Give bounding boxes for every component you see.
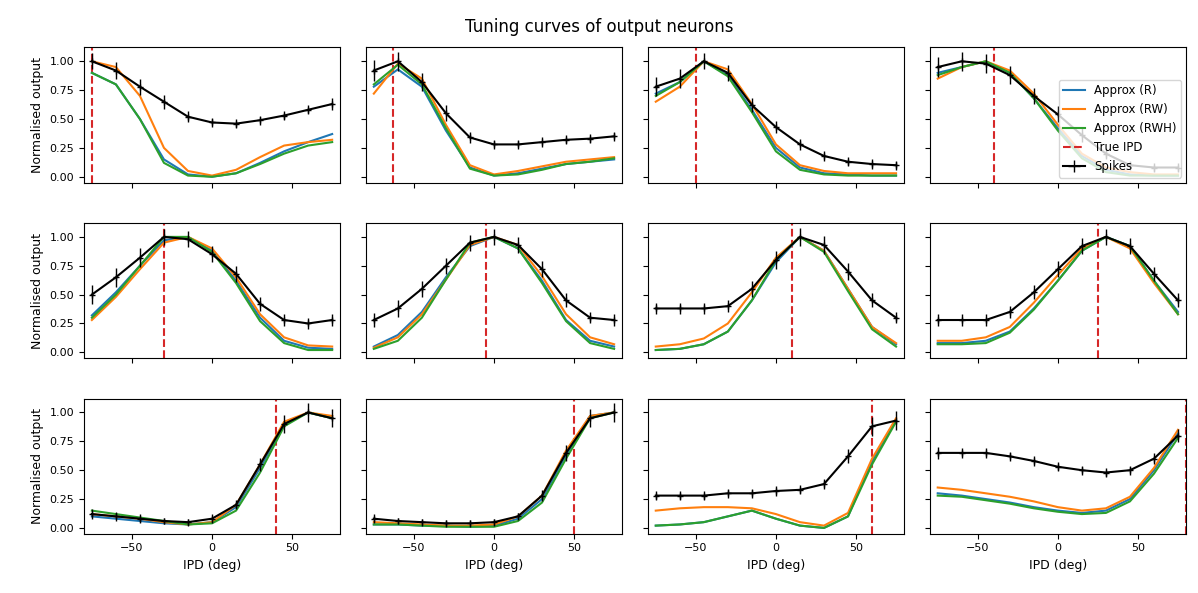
Text: Tuning curves of output neurons: Tuning curves of output neurons <box>465 18 733 36</box>
Y-axis label: Normalised output: Normalised output <box>31 408 44 524</box>
X-axis label: IPD (deg): IPD (deg) <box>183 559 241 572</box>
Y-axis label: Normalised output: Normalised output <box>31 57 44 173</box>
X-axis label: IPD (deg): IPD (deg) <box>1029 559 1087 572</box>
X-axis label: IPD (deg): IPD (deg) <box>746 559 805 572</box>
Y-axis label: Normalised output: Normalised output <box>31 232 44 349</box>
X-axis label: IPD (deg): IPD (deg) <box>465 559 524 572</box>
Legend: Approx (R), Approx (RW), Approx (RWH), True IPD, Spikes: Approx (R), Approx (RW), Approx (RWH), T… <box>1059 79 1181 178</box>
